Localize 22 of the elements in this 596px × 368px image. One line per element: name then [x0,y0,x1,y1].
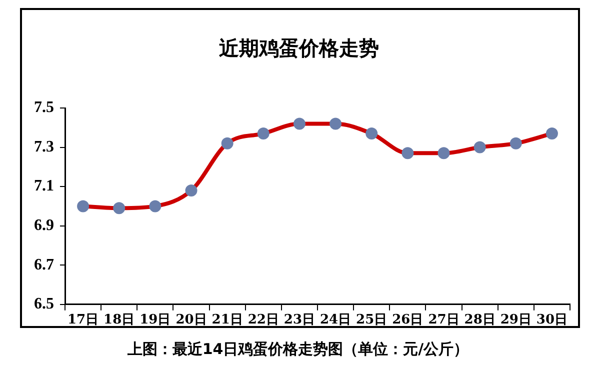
x-tick-label: 17日 [67,312,99,328]
x-tick-label: 30日 [536,312,568,328]
y-tick-label: 7.1 [34,178,54,195]
y-tick-label: 7.3 [34,138,54,156]
x-tick-label: 19日 [140,312,171,328]
x-tick-label: 28日 [464,312,496,328]
chart-title: 近期鸡蛋价格走势 [218,36,379,60]
text: 上图：最近14日鸡蛋价格走势图（单位：元/公斤） [126,340,470,359]
x-tick-label: 25日 [356,312,388,328]
y-tick-label: 6.5 [34,296,54,313]
x-tick-label: 20日 [176,312,207,328]
x-tick-label: 24日 [320,312,352,328]
x-tick-label: 22日 [248,312,279,328]
x-tick-label: 23日 [284,312,316,328]
y-tick-label: 6.9 [34,216,54,234]
x-tick-label: 18日 [104,312,135,328]
x-tick-label: 29日 [500,312,532,328]
x-tick-label: 26日 [392,312,424,328]
x-tick-label: 21日 [212,312,243,328]
x-tick-label: 27日 [428,312,460,328]
y-tick-label: 6.7 [34,256,54,274]
y-tick-label: 7.5 [34,99,54,116]
